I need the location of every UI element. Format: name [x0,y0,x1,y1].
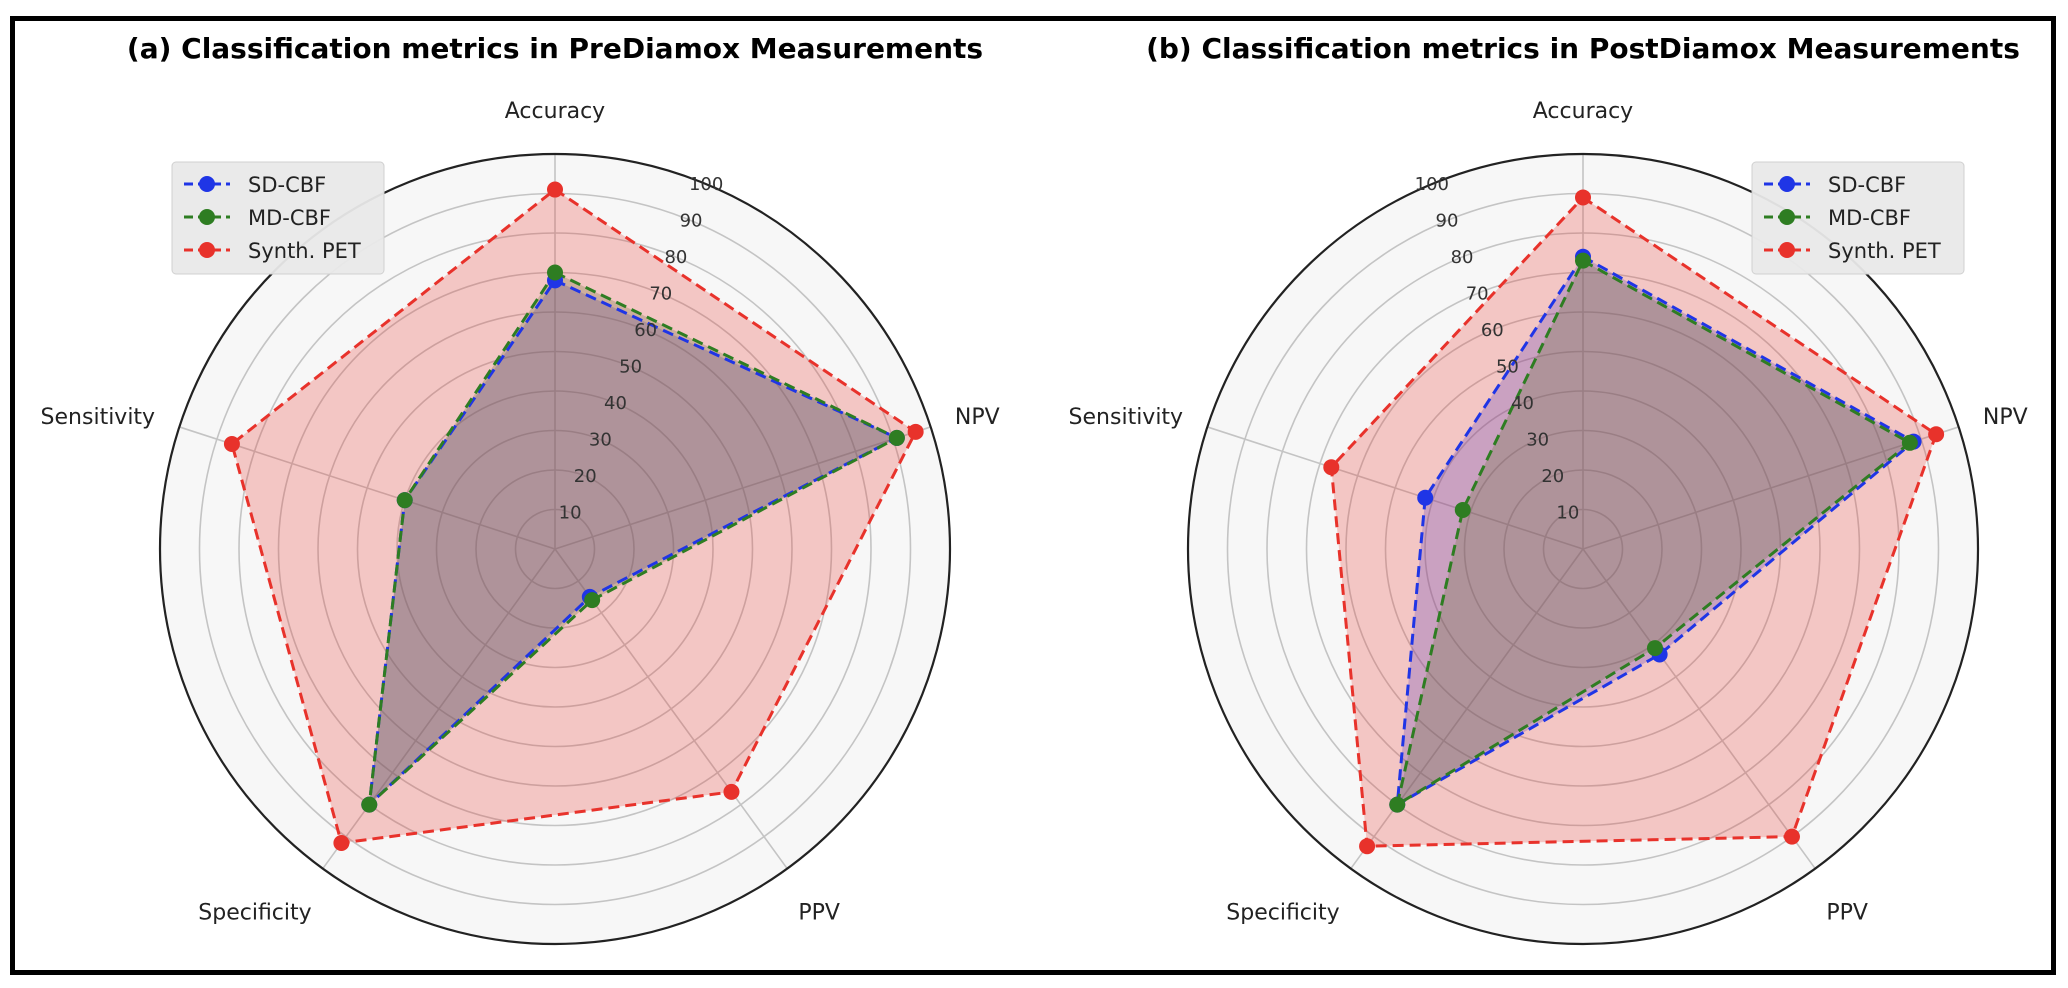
series-fill-md-cbf [369,272,897,805]
point-synth-pet-ppv [1783,828,1800,845]
point-synth-pet-specificity [333,834,350,851]
series-line-sd-cbf [1395,254,1917,808]
spoke-npv [554,426,931,550]
axis-label-ppv: PPV [1826,901,1868,926]
r-tick-label-100: 100 [1415,174,1449,195]
r-tick-label-20: 20 [574,466,597,487]
series-line-md-cbf [367,270,901,809]
series-fill-synth-pet [231,189,916,843]
r-tick-label-50: 50 [1496,357,1519,378]
point-synth-pet-accuracy [1575,189,1591,206]
point-md-cbf-accuracy [1575,252,1591,269]
spoke-sensitivity [1207,426,1584,550]
axis-label-ppv: PPV [798,901,840,926]
point-synth-pet-sensitivity [223,436,240,453]
point-synth-pet-accuracy [547,181,563,198]
point-sd-cbf-sensitivity [1417,489,1434,506]
r-tick-label-40: 40 [1511,393,1534,414]
point-synth-pet-ppv [723,783,740,800]
series-line-synth-pet [230,187,918,845]
legend-marker-synth-pet [1779,242,1795,258]
point-md-cbf-specificity [1389,796,1406,813]
series-fill-sd-cbf [369,280,897,805]
radar-chart-b: 10 20 30 40 50 60 70 80 90 100 Accuracy NPV PPV Speci… [1069,32,2028,946]
axis-label-accuracy: Accuracy [1533,99,1633,124]
r-tick-label-40: 40 [604,393,627,414]
legend-marker-synth-pet [199,242,215,258]
spoke-specificity [1350,548,1584,870]
axis-label-specificity: Specificity [1226,901,1339,926]
legend: SD-CBF MD-CBF Synth. PET [1751,161,1965,275]
r-tick-label-90: 90 [680,211,703,232]
spoke-npv [1582,426,1959,550]
point-synth-pet-npv [1928,426,1945,443]
point-md-cbf-ppv [584,592,601,609]
r-tick-label-20: 20 [1541,466,1564,487]
point-md-cbf-sensitivity [396,492,413,509]
r-tick-label-80: 80 [1451,247,1474,268]
r-tick-label-30: 30 [589,430,612,451]
radar-chart-a: 10 20 30 40 50 60 70 80 90 100 Accuracy NPV PPV Speci… [41,32,1000,946]
point-md-cbf-specificity [361,796,378,813]
legend-marker-md-cbf [199,209,215,225]
point-md-cbf-sensitivity [1454,501,1471,518]
series-fill-synth-pet [1331,197,1937,847]
spoke-sensitivity [179,426,556,550]
outer-ring [1186,152,1980,946]
series-line-md-cbf [1395,258,1913,808]
r-tick-label-60: 60 [634,320,657,341]
chart-title: (b) Classification metrics in PostDiamox… [1146,32,2020,65]
spoke-ppv [1582,548,1816,870]
legend-marker-sd-cbf [199,176,215,192]
legend-label-synth-pet: Synth. PET [248,239,361,263]
point-md-cbf-npv [888,429,905,446]
point-md-cbf-accuracy [547,264,563,281]
point-synth-pet-specificity [1359,838,1376,855]
axis-label-sensitivity: Sensitivity [1069,405,1184,430]
point-md-cbf-ppv [1646,640,1663,657]
legend-label-sd-cbf: SD-CBF [1828,173,1906,197]
r-tick-label-70: 70 [1466,284,1489,305]
r-tick-label-60: 60 [1481,320,1504,341]
r-tick-label-30: 30 [1526,430,1549,451]
legend-label-synth-pet: Synth. PET [1828,239,1941,263]
chart-title: (a) Classification metrics in PreDiamox … [127,32,983,65]
axis-label-npv: NPV [1983,405,2028,430]
series-fill-md-cbf [1397,260,1910,805]
legend-box [171,161,385,275]
point-synth-pet-sensitivity [1323,459,1340,476]
series-fill-sd-cbf [1397,256,1914,805]
series-line-synth-pet [1329,195,1938,848]
r-tick-label-90: 90 [1436,211,1459,232]
legend: SD-CBF MD-CBF Synth. PET [171,161,385,275]
legend-marker-md-cbf [1779,209,1795,225]
axis-label-sensitivity: Sensitivity [41,405,156,430]
legend-label-md-cbf: MD-CBF [1828,206,1911,230]
point-md-cbf-npv [1901,434,1918,451]
spoke-specificity [322,548,556,870]
legend-label-md-cbf: MD-CBF [248,206,331,230]
axis-label-accuracy: Accuracy [505,99,605,124]
series-line-sd-cbf [367,278,901,809]
legend-marker-sd-cbf [1779,176,1795,192]
r-tick-label-50: 50 [619,357,642,378]
legend-box [1751,161,1965,275]
axis-label-npv: NPV [955,405,1000,430]
r-tick-label-80: 80 [664,247,687,268]
legend-label-sd-cbf: SD-CBF [248,173,326,197]
point-synth-pet-npv [907,423,924,440]
r-tick-label-100: 100 [689,174,723,195]
r-tick-label-10: 10 [559,503,582,524]
axis-label-specificity: Specificity [198,901,311,926]
r-tick-label-10: 10 [1556,503,1579,524]
outer-ring [158,152,952,946]
r-tick-label-70: 70 [649,284,672,305]
